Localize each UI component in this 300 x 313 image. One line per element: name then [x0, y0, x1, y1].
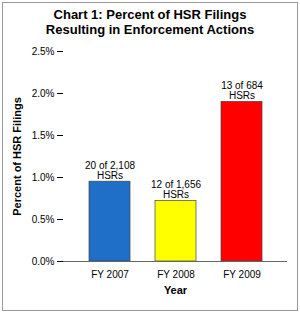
html-text:Chart 1: Percent of HSR Filing: Chart 1: Percent of HSR Filings Resultin… — [45, 7, 255, 37]
svg-text:13 of 684HSRs: 13 of 684HSRs — [221, 80, 263, 101]
svg-text:2.0%: 2.0% — [32, 88, 55, 99]
svg-text:0.0%: 0.0% — [32, 256, 55, 267]
svg-text:Percent of HSR Filings: Percent of HSR Filings — [11, 97, 23, 216]
svg-text:12 of 1,656HSRs: 12 of 1,656HSRs — [151, 179, 201, 200]
svg-text:1.0%: 1.0% — [32, 172, 55, 183]
svg-text:FY 2009: FY 2009 — [223, 269, 261, 280]
svg-text:1.5%: 1.5% — [32, 130, 55, 141]
svg-text:Year: Year — [164, 284, 188, 296]
svg-text:20 of 2,108HSRs: 20 of 2,108HSRs — [85, 160, 135, 181]
svg-text:0.5%: 0.5% — [32, 214, 55, 225]
svg-text:2.5%: 2.5% — [32, 46, 55, 57]
svg-text:FY 2007: FY 2007 — [91, 269, 129, 280]
svg-text:FY 2008: FY 2008 — [157, 269, 195, 280]
